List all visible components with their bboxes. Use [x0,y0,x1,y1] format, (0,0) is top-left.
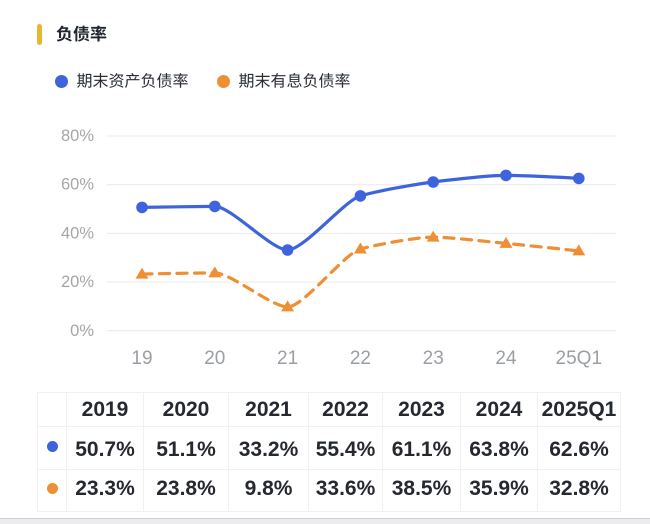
svg-text:40%: 40% [61,224,94,242]
svg-text:0%: 0% [70,322,94,340]
svg-text:24: 24 [495,348,517,369]
svg-text:20%: 20% [61,273,94,291]
svg-text:25Q1: 25Q1 [556,348,602,369]
svg-text:60%: 60% [61,176,94,194]
svg-text:80%: 80% [61,127,94,145]
svg-text:23: 23 [423,348,444,369]
svg-text:22: 22 [350,348,371,369]
svg-text:20: 20 [204,348,225,369]
svg-text:19: 19 [131,348,152,369]
svg-text:21: 21 [277,348,298,369]
